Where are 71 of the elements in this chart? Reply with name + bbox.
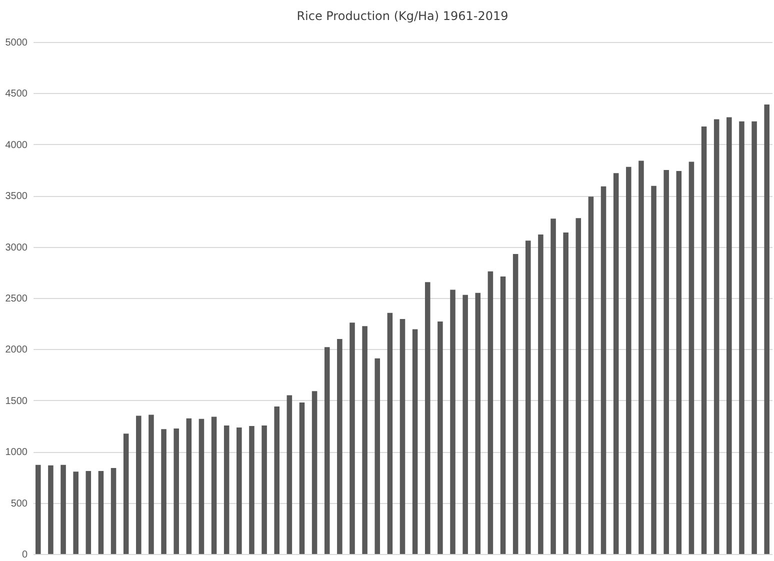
- bar: [752, 121, 757, 554]
- y-tick-label: 1000: [5, 447, 28, 458]
- bar: [73, 472, 78, 554]
- bar: [110, 468, 116, 554]
- bar: [726, 117, 732, 554]
- bar: [249, 426, 254, 554]
- bar: [324, 347, 330, 554]
- bar: [400, 318, 406, 554]
- bar: [412, 329, 418, 554]
- bar: [337, 338, 342, 554]
- bar: [86, 471, 92, 554]
- bar: [538, 234, 544, 554]
- bar: [488, 271, 494, 554]
- y-tick-label: 0: [22, 550, 28, 560]
- bar: [387, 312, 393, 554]
- bar: [512, 254, 518, 554]
- bar: [764, 104, 770, 554]
- bar: [123, 434, 129, 554]
- chart-title: Rice Production (Kg/Ha) 1961-2019: [296, 9, 508, 23]
- bar: [211, 416, 217, 554]
- bar: [174, 428, 179, 554]
- bar: [588, 196, 594, 554]
- bar: [198, 418, 204, 554]
- bar: [161, 429, 166, 554]
- bar: [98, 471, 104, 554]
- bar: [638, 160, 644, 554]
- bar: [312, 391, 318, 554]
- bar: [576, 218, 582, 554]
- bar: [714, 119, 720, 554]
- y-tick-label: 3500: [5, 191, 28, 202]
- y-tick-label: 4500: [5, 88, 28, 100]
- bar: [286, 395, 292, 554]
- bar: [148, 414, 154, 554]
- y-tick-label: 5000: [5, 38, 28, 48]
- bar: [688, 162, 694, 554]
- bar: [462, 294, 468, 554]
- bar: [186, 418, 192, 554]
- bar: [350, 322, 355, 554]
- bar: [262, 425, 267, 554]
- bar: [739, 121, 744, 554]
- bar: [136, 416, 142, 554]
- bar: [224, 425, 230, 554]
- bar: [450, 290, 456, 554]
- bar: [48, 465, 54, 554]
- y-tick-label: 2000: [5, 344, 28, 356]
- bar: [60, 464, 66, 554]
- bar: [438, 322, 443, 554]
- bar: [500, 276, 506, 554]
- bar: [626, 166, 632, 554]
- bar: [274, 406, 280, 554]
- bar: [550, 218, 556, 554]
- y-tick-label: 1500: [5, 396, 28, 407]
- bar: [664, 170, 669, 554]
- y-tick-label: 4000: [5, 140, 28, 151]
- bar: [374, 358, 380, 554]
- bar: [236, 428, 242, 554]
- bar: [475, 292, 481, 554]
- bar: [362, 326, 368, 554]
- bar: [299, 402, 305, 554]
- bar: [600, 186, 606, 554]
- y-tick-label: 500: [10, 498, 28, 510]
- bar: [613, 173, 619, 554]
- bar: [526, 240, 531, 554]
- bar: [651, 186, 656, 554]
- y-tick-label: 3000: [5, 242, 28, 254]
- bar: [424, 282, 430, 554]
- bar: [701, 126, 707, 554]
- bar: [36, 464, 41, 554]
- y-tick-label: 2500: [5, 294, 28, 304]
- bar: [563, 232, 568, 554]
- bar: [676, 171, 682, 554]
